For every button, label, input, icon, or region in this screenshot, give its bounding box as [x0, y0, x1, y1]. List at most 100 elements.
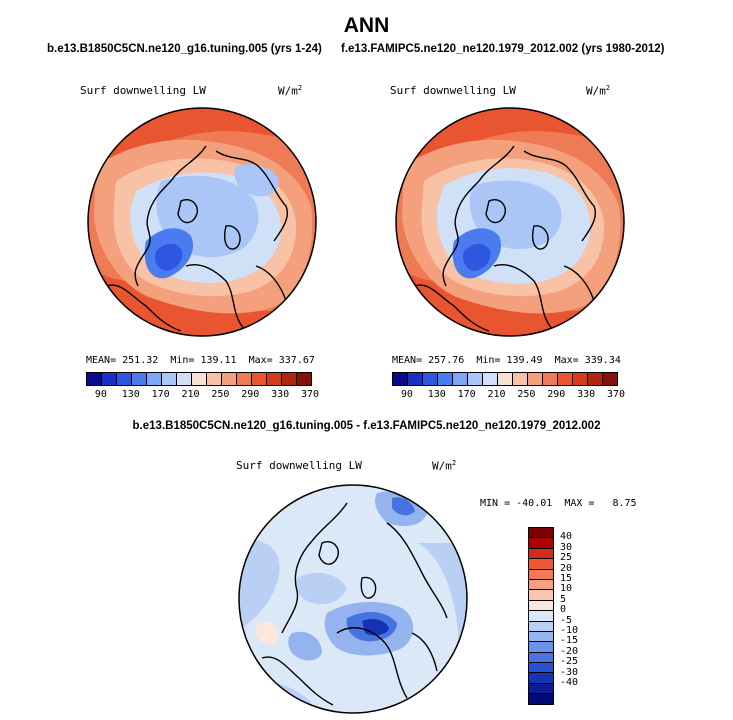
colorbar-tick-label: 90	[400, 389, 413, 400]
colorbar-tick-label: -40	[560, 677, 579, 688]
colorbar-tick-label: 30	[560, 541, 573, 553]
colorbar-swatch	[588, 373, 603, 385]
colorbar-swatch	[529, 600, 553, 612]
colorbar-swatch	[87, 373, 102, 385]
colorbar-tick-label: 40	[560, 531, 573, 543]
colorbar-tick-label: 370	[606, 389, 626, 400]
colorbar-swatch	[529, 683, 553, 695]
colorbar-swatch	[529, 528, 553, 539]
diff-stats: MIN = -40.01 MAX = 8.75	[480, 498, 637, 509]
colorbar-swatch	[529, 621, 553, 632]
colorbar-swatch	[423, 373, 438, 385]
obs-case-title: f.e13.FAMIPC5.ne120_ne120.1979_2012.002 …	[341, 43, 665, 55]
diff-units-label: W/m2	[432, 459, 457, 473]
colorbar-swatch	[529, 538, 553, 549]
colorbar-swatch	[573, 373, 588, 385]
colorbar-tick-label: 5	[560, 593, 567, 605]
colorbar-swatch	[252, 373, 267, 385]
colorbar-swatch	[267, 373, 282, 385]
colorbar-swatch	[192, 373, 207, 385]
colorbar-swatch	[468, 373, 483, 385]
colorbar-swatch	[529, 663, 553, 674]
colorbar-tick-label: 90	[94, 389, 107, 400]
colorbar-swatch	[147, 373, 162, 385]
diff-variable-label: Surf downwelling LW	[236, 459, 362, 472]
colorbar-tick-label: 330	[577, 389, 596, 400]
colorbar-tick-label: 290	[241, 389, 260, 400]
colorbar-swatch	[297, 373, 311, 385]
test-stats: MEAN= 251.32 Min= 139.11 Max= 337.67	[86, 355, 315, 366]
colorbar-tick-label: 130	[121, 389, 140, 400]
colorbar-swatch	[529, 548, 553, 560]
figure-title: ANN	[343, 14, 390, 37]
obs-colorbar-ticks: 90 130 170 210 250 290 330 370	[392, 389, 625, 401]
colorbar-swatch	[543, 373, 558, 385]
colorbar-swatch	[529, 694, 553, 704]
colorbar-tick-label: 330	[271, 389, 290, 400]
test-case-title: b.e13.B1850C5CN.ne120_g16.tuning.005 (yr…	[47, 43, 322, 55]
colorbar-swatch	[282, 373, 297, 385]
diff-colorbar-ticks: 40 30 25 20 15 10 5 0 -5 -10 -15 -20 -25 -30 -40	[560, 527, 600, 707]
colorbar-swatch	[117, 373, 132, 385]
colorbar-swatch	[132, 373, 147, 385]
test-variable-label: Surf downwelling LW	[80, 84, 206, 97]
colorbar-swatch	[162, 373, 177, 385]
test-colorbar	[86, 372, 312, 386]
test-colorbar-ticks: 90 130 170 210 250 290 330 370	[86, 389, 319, 401]
colorbar-swatch	[207, 373, 222, 385]
colorbar-tick-label: 170	[151, 389, 170, 400]
colorbar-tick-label: 250	[211, 389, 230, 400]
colorbar-tick-label: 25	[560, 552, 573, 564]
colorbar-swatch	[529, 559, 553, 570]
colorbar-swatch	[603, 373, 617, 385]
colorbar-tick-label: 370	[300, 389, 320, 400]
colorbar-swatch	[408, 373, 423, 385]
colorbar-swatch	[529, 673, 553, 684]
colorbar-tick-label: 170	[457, 389, 476, 400]
colorbar-swatch	[177, 373, 192, 385]
colorbar-swatch	[237, 373, 252, 385]
colorbar-swatch	[498, 373, 513, 385]
diff-polar-map	[238, 484, 468, 714]
colorbar-tick-label: 210	[487, 389, 506, 400]
colorbar-swatch	[529, 642, 553, 653]
colorbar-tick-label: -25	[560, 656, 579, 668]
colorbar-swatch	[529, 579, 553, 591]
obs-colorbar	[392, 372, 618, 386]
colorbar-swatch	[529, 631, 553, 643]
colorbar-swatch	[438, 373, 453, 385]
colorbar-swatch	[453, 373, 468, 385]
colorbar-tick-label: 20	[560, 562, 573, 574]
diff-colorbar	[528, 527, 554, 705]
colorbar-tick-label: -20	[560, 645, 579, 657]
obs-variable-label: Surf downwelling LW	[390, 84, 516, 97]
colorbar-swatch	[529, 652, 553, 664]
colorbar-swatch	[513, 373, 528, 385]
colorbar-swatch	[102, 373, 117, 385]
colorbar-swatch	[529, 569, 553, 580]
colorbar-tick-label: -15	[560, 635, 579, 647]
colorbar-tick-label: 210	[181, 389, 200, 400]
colorbar-swatch	[393, 373, 408, 385]
obs-stats: MEAN= 257.76 Min= 139.49 Max= 339.34	[392, 355, 621, 366]
colorbar-tick-label: -30	[560, 666, 579, 678]
colorbar-tick-label: 0	[560, 604, 567, 616]
colorbar-swatch	[558, 373, 573, 385]
obs-polar-map	[395, 107, 625, 337]
test-units-label: W/m2	[278, 84, 303, 98]
colorbar-swatch	[483, 373, 498, 385]
colorbar-tick-label: 15	[560, 573, 573, 584]
colorbar-swatch	[529, 611, 553, 622]
colorbar-tick-label: 250	[517, 389, 536, 400]
obs-units-label: W/m2	[586, 84, 611, 98]
diff-case-title: b.e13.B1850C5CN.ne120_g16.tuning.005 - f…	[132, 420, 601, 432]
colorbar-tick-label: -10	[560, 625, 579, 636]
test-polar-map	[87, 107, 317, 337]
colorbar-tick-label: 290	[547, 389, 566, 400]
colorbar-tick-label: 10	[560, 583, 573, 595]
colorbar-tick-label: -5	[560, 614, 573, 626]
colorbar-swatch	[222, 373, 237, 385]
colorbar-swatch	[528, 373, 543, 385]
colorbar-swatch	[529, 590, 553, 601]
colorbar-tick-label: 130	[427, 389, 446, 400]
